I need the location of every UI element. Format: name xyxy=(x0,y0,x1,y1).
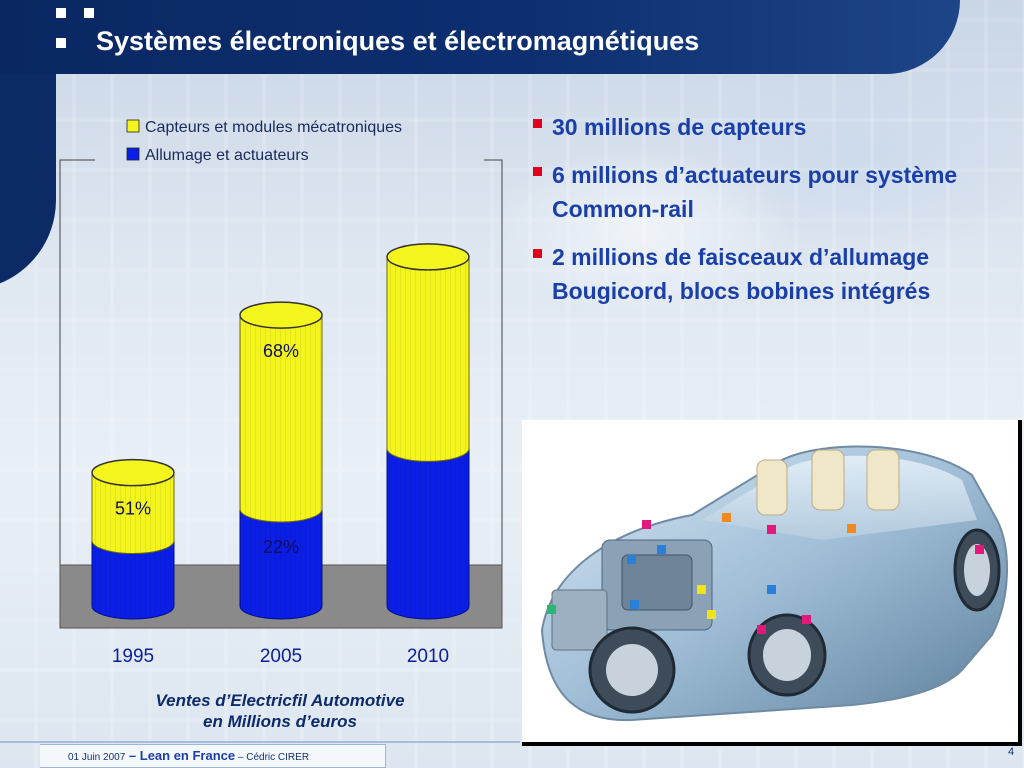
bar-segment-2005-allumage xyxy=(239,508,323,620)
car-cutaway-illustration xyxy=(540,445,1008,722)
square-bullet-icon xyxy=(56,38,66,48)
bar-texture xyxy=(387,256,469,462)
legend-item: Capteurs et modules mécatroniques xyxy=(126,119,402,136)
legend-swatch xyxy=(126,119,140,133)
bar-segment-2010-allumage xyxy=(386,447,470,620)
bar-texture xyxy=(92,540,174,619)
bar-texture xyxy=(240,509,322,619)
bullet-text: 30 millions de capteurs xyxy=(552,114,807,140)
legend-item: Allumage et actuateurs xyxy=(126,147,309,164)
header-band xyxy=(0,0,960,74)
x-tick-label: 2010 xyxy=(407,646,449,667)
bar-segment-1995-capteurs xyxy=(91,458,175,555)
chart-caption-line2: en Millions d’euros xyxy=(203,712,357,731)
footer-author: Cédric CIRER xyxy=(246,752,310,763)
footer-sep1: – xyxy=(125,748,140,763)
bar-texture xyxy=(240,315,322,523)
footer-divider xyxy=(0,741,520,743)
bar-cap-2005 xyxy=(239,301,323,329)
chart-labels: 1995 2005 2010 51% 68% 22% xyxy=(112,341,449,667)
chart-caption: Ventes d’Electricfil Automotive en Milli… xyxy=(60,690,500,732)
bullet-list: 30 millions de capteurs 6 millions d’act… xyxy=(530,110,970,322)
footer-text: 01 Juin 2007 – Lean en France – Cédric C… xyxy=(68,748,309,763)
percent-label: 68% xyxy=(263,341,299,361)
chart-legend: Capteurs et modules mécatroniques Allumag… xyxy=(126,119,402,164)
legend-label: Allumage et actuateurs xyxy=(145,147,309,164)
footer-sep2: – xyxy=(235,752,247,763)
percent-label: 22% xyxy=(263,537,299,557)
legend-label: Capteurs et modules mécatroniques xyxy=(145,119,402,136)
bullet-text: 6 millions d’actuateurs pour système Com… xyxy=(552,162,958,222)
percent-label: 51% xyxy=(115,499,151,519)
bar-cap-1995 xyxy=(91,458,175,487)
page-number: 4 xyxy=(1008,746,1015,758)
footer-date: 01 Juin 2007 xyxy=(68,752,126,763)
car-image xyxy=(522,420,1022,746)
x-tick-label: 2005 xyxy=(260,646,302,667)
square-bullet-icon xyxy=(56,8,66,18)
bar-cap-2010 xyxy=(386,243,470,271)
bar-texture xyxy=(92,472,174,554)
square-bullet-icon xyxy=(84,8,94,18)
bullet-item: 6 millions d’actuateurs pour système Com… xyxy=(530,158,970,226)
bar-texture xyxy=(387,448,469,619)
chart-bars xyxy=(91,243,470,620)
x-tick-label: 1995 xyxy=(112,646,154,667)
chart-caption-line1: Ventes d’Electricfil Automotive xyxy=(155,691,405,710)
bar-segment-2005-capteurs xyxy=(239,301,323,523)
bullet-text: 2 millions de faisceaux d’allumage Bougi… xyxy=(552,244,931,304)
bar-segment-2010-capteurs xyxy=(386,243,470,462)
bullet-item: 30 millions de capteurs xyxy=(530,110,970,144)
red-square-bullet-icon xyxy=(533,167,542,176)
legend-swatch xyxy=(126,147,140,161)
bar-segment-1995-allumage xyxy=(91,540,175,620)
bullet-item: 2 millions de faisceaux d’allumage Bougi… xyxy=(530,240,970,308)
red-square-bullet-icon xyxy=(533,119,542,128)
footer-event: Lean en France xyxy=(139,748,236,763)
slide-title: Systèmes électroniques et électromagnéti… xyxy=(96,26,700,56)
red-square-bullet-icon xyxy=(533,249,542,258)
